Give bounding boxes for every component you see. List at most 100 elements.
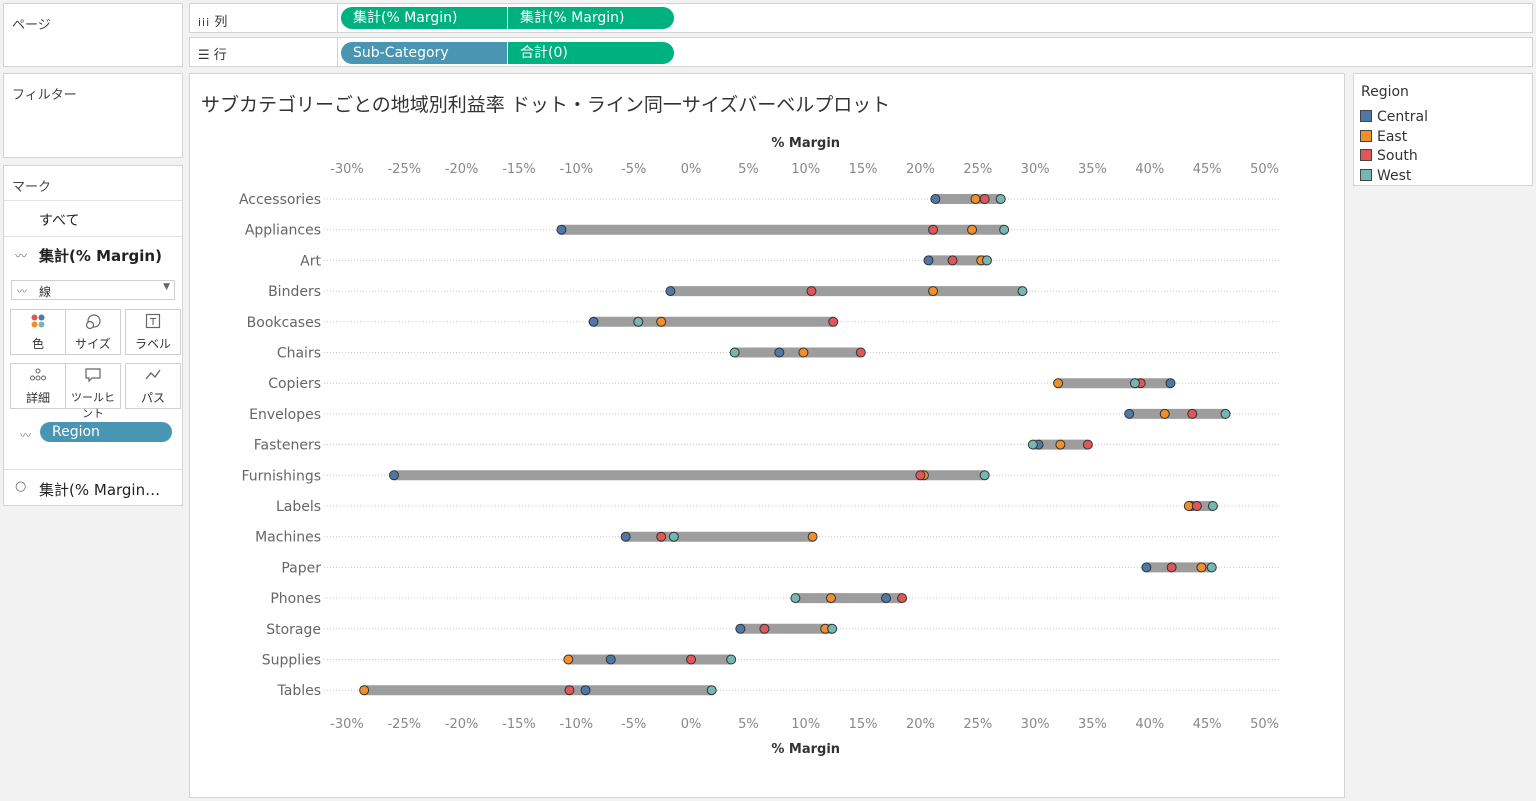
color-dots-icon [11, 313, 65, 335]
legend-swatch-east [1360, 130, 1372, 142]
circle-mark-icon: ○ [15, 479, 27, 494]
marks-card-2[interactable]: ○ 集計(% Margin… [4, 469, 182, 506]
dot-east [563, 654, 574, 665]
dot-south [979, 194, 990, 204]
x-tick-label-bottom: 40% [1135, 717, 1164, 732]
dot-west [633, 316, 644, 327]
size-button[interactable]: サイズ [65, 309, 121, 355]
category-label: Furnishings [241, 468, 321, 484]
detail-button-label: 詳細 [25, 391, 50, 405]
filters-title: フィルター [12, 88, 77, 103]
dot-south [1191, 501, 1202, 511]
x-tick-label-bottom: 25% [963, 717, 992, 732]
legend-item-west[interactable]: West [1360, 167, 1411, 185]
marks-card-1[interactable]: 〰 集計(% Margin) [4, 236, 182, 272]
marks-all-card[interactable]: すべて [4, 200, 182, 236]
category-label: Phones [270, 591, 321, 607]
chart-panel: サブカテゴリーごとの地域別利益率 ドット・ライン同一サイズバーベルプロット [189, 73, 1345, 798]
dot-central [881, 593, 892, 604]
dot-east [1196, 562, 1207, 573]
dot-west [790, 593, 801, 604]
x-tick-label-bottom: 10% [791, 717, 820, 732]
x-tick-label-top: 35% [1078, 162, 1107, 177]
dot-west [1206, 562, 1217, 573]
rows-pill-subcategory[interactable]: Sub-Category [341, 42, 507, 64]
tooltip-button[interactable]: ツールヒント [65, 363, 121, 420]
dot-south [1187, 408, 1198, 419]
dot-central [1165, 378, 1176, 389]
page-title: サブカテゴリーごとの地域別利益率 ドット・ライン同一サイズバーベルプロット [201, 94, 891, 116]
legend-item-central[interactable]: Central [1360, 108, 1428, 126]
detail-button[interactable]: 詳細 [10, 363, 66, 409]
dot-south [686, 654, 697, 665]
columns-label: iii 列 [198, 15, 228, 30]
path-field-icon: 〰 [20, 429, 31, 442]
dot-west [1220, 408, 1231, 419]
legend-item-east[interactable]: East [1360, 128, 1407, 146]
rows-pill-sum[interactable]: 合計(0) [508, 42, 674, 64]
dot-south [1166, 562, 1177, 573]
dot-east [967, 224, 978, 235]
category-label: Binders [268, 284, 321, 300]
legend-item-south[interactable]: South [1360, 147, 1418, 165]
dot-central [580, 685, 591, 696]
rows-shelf[interactable]: ☰ 行 Sub-Category 合計(0) [189, 37, 1533, 67]
category-label: Bookcases [247, 315, 321, 331]
path-button[interactable]: パス [125, 363, 181, 409]
x-tick-label-top: 25% [963, 162, 992, 177]
columns-icon: iii [198, 16, 211, 29]
dot-east [807, 531, 818, 542]
pages-panel: ページ [3, 3, 183, 67]
category-label: Storage [266, 622, 321, 638]
line-mark-icon: 〰 [15, 249, 28, 263]
x-tick-label-top: -25% [387, 162, 421, 177]
marks-card-2-label: 集計(% Margin… [39, 481, 161, 499]
dot-west [729, 347, 740, 358]
dot-east [359, 685, 370, 696]
svg-text:T: T [149, 317, 157, 328]
mark-type-dropdown[interactable]: 〰 線 ▼ [11, 280, 175, 300]
region-pill[interactable]: Region [40, 422, 172, 442]
color-button[interactable]: 色 [10, 309, 66, 355]
dot-south [915, 470, 926, 481]
dot-central [930, 194, 941, 204]
x-tick-label-top: 10% [791, 162, 820, 177]
x-tick-label-bottom: -15% [502, 717, 536, 732]
mark-type-label: 線 [39, 285, 52, 299]
region-legend: Region Central East South West [1353, 73, 1533, 186]
dot-central [556, 224, 567, 235]
dot-south [897, 593, 908, 604]
x-axis-title-bottom: % Margin [771, 742, 840, 757]
label-t-icon: T [126, 313, 180, 335]
legend-swatch-central [1360, 110, 1372, 122]
dot-east [798, 347, 809, 358]
label-button[interactable]: T ラベル [125, 309, 181, 355]
category-label: Accessories [239, 192, 321, 208]
color-button-label: 色 [31, 337, 44, 351]
dot-south [1082, 439, 1093, 450]
category-label: Labels [276, 499, 321, 515]
x-tick-label-top: -15% [502, 162, 536, 177]
chevron-down-icon: ▼ [163, 282, 170, 292]
dot-central [1141, 562, 1152, 573]
dot-central [923, 255, 934, 266]
pages-title: ページ [12, 18, 51, 33]
x-tick-label-top: 30% [1021, 162, 1050, 177]
dot-west [1027, 439, 1038, 450]
x-tick-label-bottom: 30% [1021, 717, 1050, 732]
x-tick-label-top: 5% [738, 162, 759, 177]
filters-panel[interactable]: フィルター [3, 73, 183, 158]
dot-east [656, 316, 667, 327]
dot-west [981, 255, 992, 266]
columns-pill-2[interactable]: 集計(% Margin) [508, 7, 674, 29]
x-tick-label-bottom: -20% [445, 717, 479, 732]
x-tick-label-bottom: 35% [1078, 717, 1107, 732]
size-icon [66, 313, 120, 335]
x-tick-label-bottom: -30% [330, 717, 364, 732]
category-label: Envelopes [249, 407, 321, 423]
path-button-label: パス [140, 391, 165, 405]
legend-swatch-south [1360, 149, 1372, 161]
columns-shelf[interactable]: iii 列 集計(% Margin) 集計(% Margin) [189, 3, 1533, 33]
x-tick-label-bottom: 50% [1250, 717, 1279, 732]
columns-pill-1[interactable]: 集計(% Margin) [341, 7, 507, 29]
